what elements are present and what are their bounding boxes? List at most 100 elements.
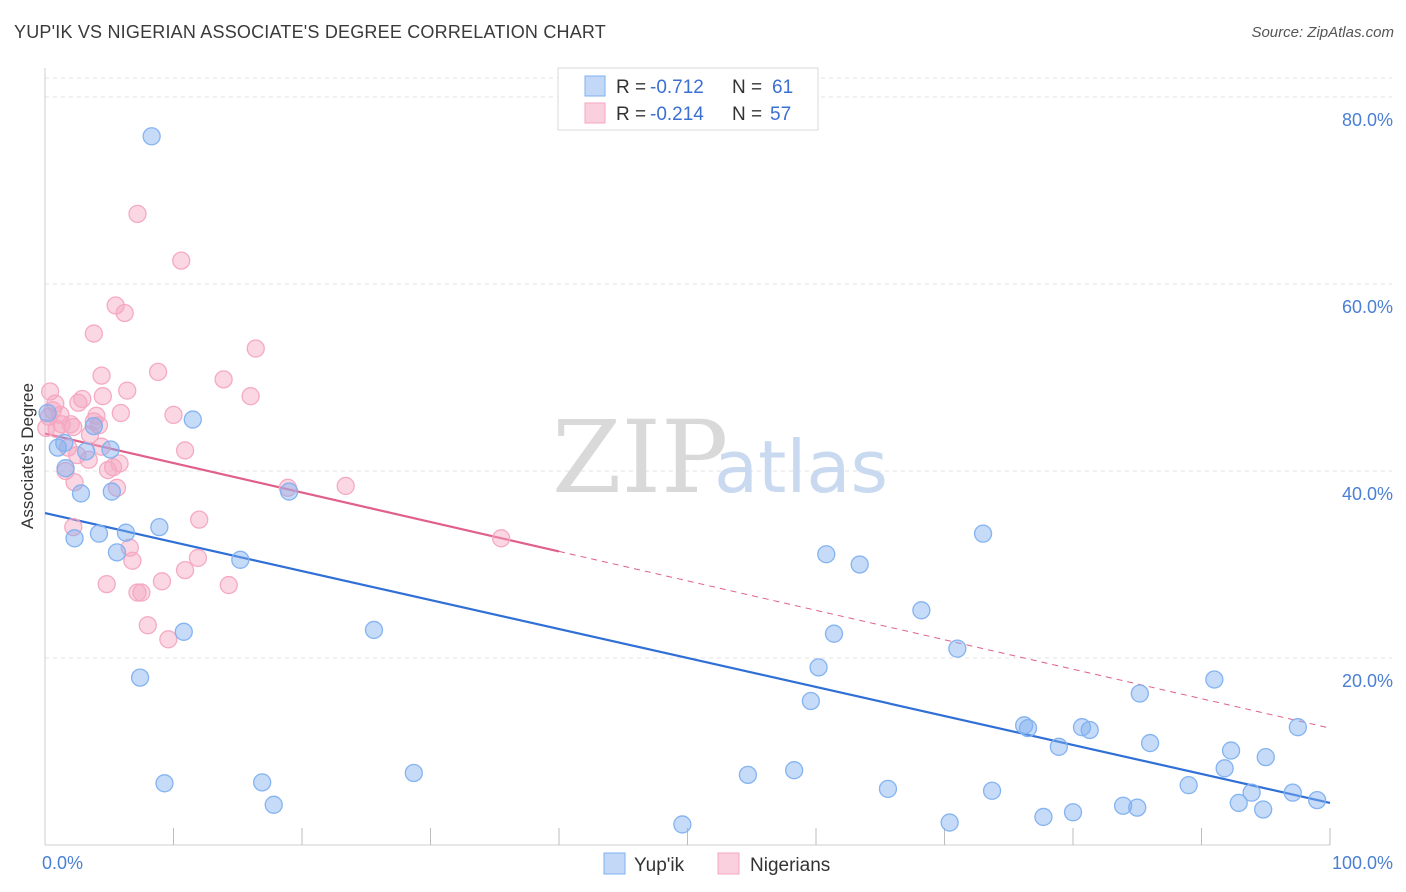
y-tick-label-80: 80.0%: [1342, 110, 1393, 130]
point-yupik-47: [1205, 670, 1224, 689]
point-nigerians-17: [164, 405, 183, 425]
point-yupik-51: [1242, 783, 1261, 802]
point-yupik-33: [785, 761, 804, 780]
y-tick-label-40: 40.0%: [1342, 484, 1393, 504]
point-yupik-24: [817, 545, 836, 564]
chart-title: YUP'IK VS NIGERIAN ASSOCIATE'S DEGREE CO…: [14, 22, 606, 42]
point-yupik-13: [116, 523, 136, 542]
point-yupik-7: [56, 459, 75, 478]
point-nigerians-46: [188, 548, 208, 568]
point-nigerians-4: [84, 324, 103, 343]
point-yupik-36: [940, 813, 959, 832]
legend-swatch-nigerians: [584, 102, 606, 124]
point-nigerians-47: [175, 560, 195, 580]
point-yupik-57: [1018, 718, 1038, 738]
point-yupik-29: [948, 639, 967, 658]
point-yupik-54: [1283, 783, 1302, 802]
point-nigerians-55: [61, 415, 80, 434]
point-nigerians-7: [148, 362, 168, 382]
x-tick-label-min: 0.0%: [42, 853, 83, 873]
legend-r-value-yupik: -0.712: [650, 77, 704, 98]
point-yupik-46: [1179, 776, 1198, 795]
point-yupik-15: [107, 543, 127, 562]
point-nigerians-53: [138, 616, 157, 635]
legend-swatch-yupik: [584, 75, 606, 97]
legend-n-value-nigerians: 57: [770, 104, 791, 125]
legend-n-label-yupik: N =: [732, 77, 762, 98]
point-yupik-17: [174, 622, 193, 641]
point-yupik-4: [183, 410, 202, 429]
point-yupik-19: [130, 668, 150, 687]
point-yupik-8: [71, 484, 91, 503]
point-nigerians-29: [67, 445, 87, 465]
axes: [44, 68, 1331, 846]
source-label: Source: ZipAtlas.com: [1251, 24, 1394, 41]
watermark: ZIP atlas: [552, 399, 888, 516]
point-nigerians-40: [336, 476, 355, 496]
point-yupik-32: [738, 765, 758, 785]
point-nigerians-34: [103, 458, 123, 477]
point-nigerians-37: [65, 473, 84, 492]
point-yupik-22: [264, 795, 283, 814]
point-yupik-26: [973, 524, 993, 543]
point-nigerians-0: [128, 204, 147, 224]
point-nigerians-12: [241, 387, 260, 406]
watermark-atlas: atlas: [714, 425, 888, 509]
point-yupik-20: [155, 774, 174, 793]
point-nigerians-18: [111, 403, 130, 423]
point-yupik-44: [1130, 684, 1149, 703]
point-yupik-6: [76, 442, 96, 461]
bottom-legend-swatch-yupik: [603, 852, 626, 875]
point-yupik-39: [1034, 807, 1053, 827]
point-yupik-52: [1254, 800, 1273, 819]
point-nigerians-48: [152, 572, 172, 591]
point-yupik-31: [801, 691, 821, 711]
point-nigerians-22: [37, 418, 56, 438]
point-yupik-18: [364, 620, 384, 640]
point-yupik-16: [231, 550, 250, 569]
point-nigerians-11: [93, 387, 112, 406]
point-yupik-58: [1128, 798, 1147, 817]
point-nigerians-49: [97, 574, 116, 594]
y-tick-label-20: 20.0%: [1342, 671, 1393, 691]
point-nigerians-23: [64, 417, 83, 437]
point-yupik-25: [850, 555, 869, 574]
point-yupik-12: [89, 524, 109, 543]
legend-r-label-yupik: R =: [616, 77, 646, 98]
point-yupik-50: [1215, 759, 1234, 778]
legend-n-label-nigerians: N =: [732, 104, 762, 125]
point-nigerians-10: [118, 381, 137, 400]
watermark-zip: ZIP: [552, 399, 728, 516]
legend-r-label-nigerians: R =: [616, 104, 646, 125]
point-nigerians-14: [69, 393, 88, 412]
point-nigerians-3: [115, 303, 134, 323]
point-yupik-42: [1080, 720, 1099, 740]
bottom-legend: Yup'ik Nigerians: [603, 852, 830, 876]
point-yupik-30: [809, 658, 828, 677]
point-nigerians-6: [92, 366, 111, 385]
point-yupik-3: [84, 416, 103, 436]
bottom-legend-label-yupik: Yup'ik: [634, 855, 685, 876]
point-yupik-0: [142, 127, 161, 146]
point-yupik-40: [1049, 737, 1069, 756]
point-nigerians-54: [159, 630, 178, 649]
trend-line-nigerians: [44, 432, 560, 553]
y-tick-labels: 20.0% 40.0% 60.0% 80.0%: [1342, 110, 1393, 691]
point-nigerians-35: [98, 460, 118, 480]
point-nigerians-41: [190, 510, 209, 529]
data-points: [37, 127, 1327, 834]
point-yupik-1: [38, 403, 57, 423]
point-yupik-37: [982, 781, 1002, 800]
point-yupik-43: [1113, 796, 1133, 815]
point-yupik-60: [48, 438, 67, 457]
point-yupik-55: [1288, 718, 1308, 737]
point-yupik-28: [824, 624, 844, 643]
point-yupik-5: [101, 440, 120, 459]
trend-line-yupik: [44, 512, 1331, 804]
point-yupik-35: [878, 779, 898, 799]
point-nigerians-5: [246, 339, 265, 358]
point-nigerians-50: [219, 575, 238, 595]
y-tick-label-60: 60.0%: [1342, 297, 1393, 317]
point-yupik-9: [102, 482, 121, 501]
